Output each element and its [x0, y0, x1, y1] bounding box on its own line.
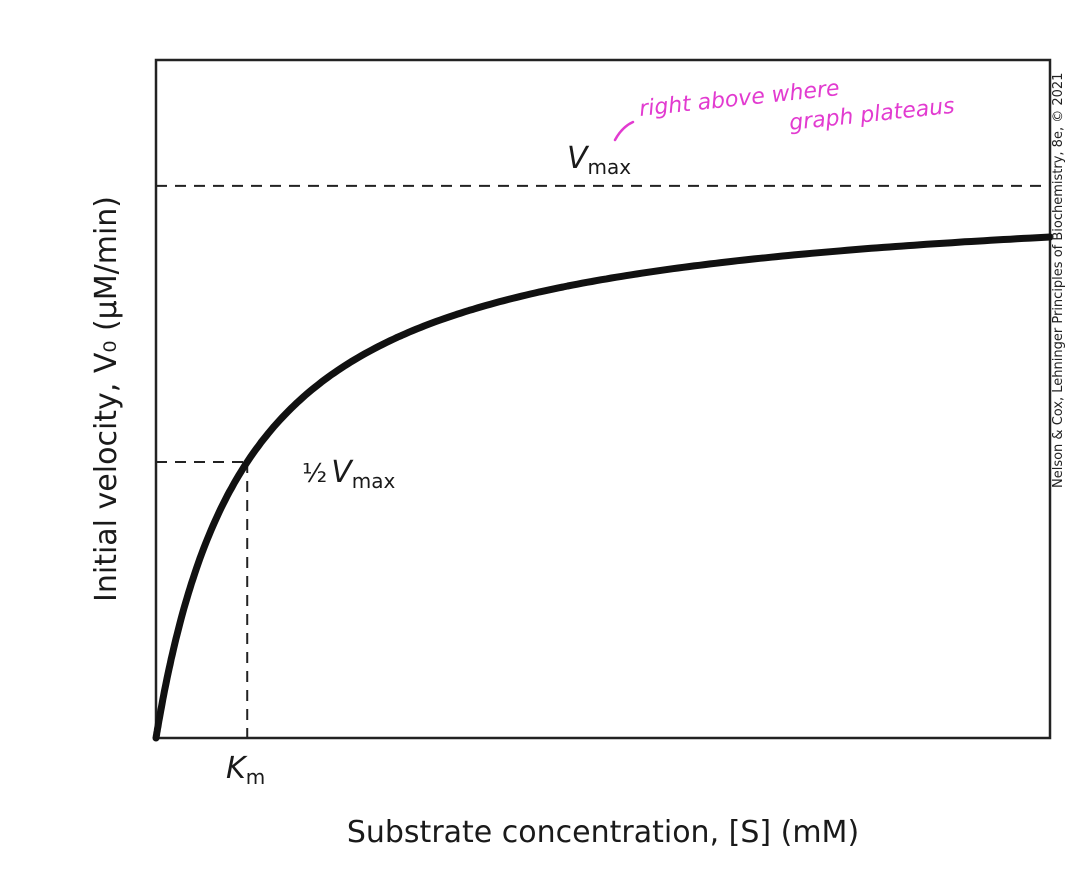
half-vmax-label: ½ Vmax	[302, 455, 395, 493]
plot-frame	[154, 58, 1052, 740]
vmax-label: Vmax	[567, 141, 631, 179]
figure-credit: Nelson & Cox, Lehninger Principles of Bi…	[1051, 73, 1066, 488]
saturation-curve	[152, 233, 1054, 742]
y-axis-label: Initial velocity, V₀ (μM/min)	[89, 196, 124, 602]
x-axis-label: Substrate concentration, [S] (mM)	[347, 815, 859, 850]
km-label: Km	[226, 751, 265, 789]
annotation-dash	[613, 120, 635, 142]
